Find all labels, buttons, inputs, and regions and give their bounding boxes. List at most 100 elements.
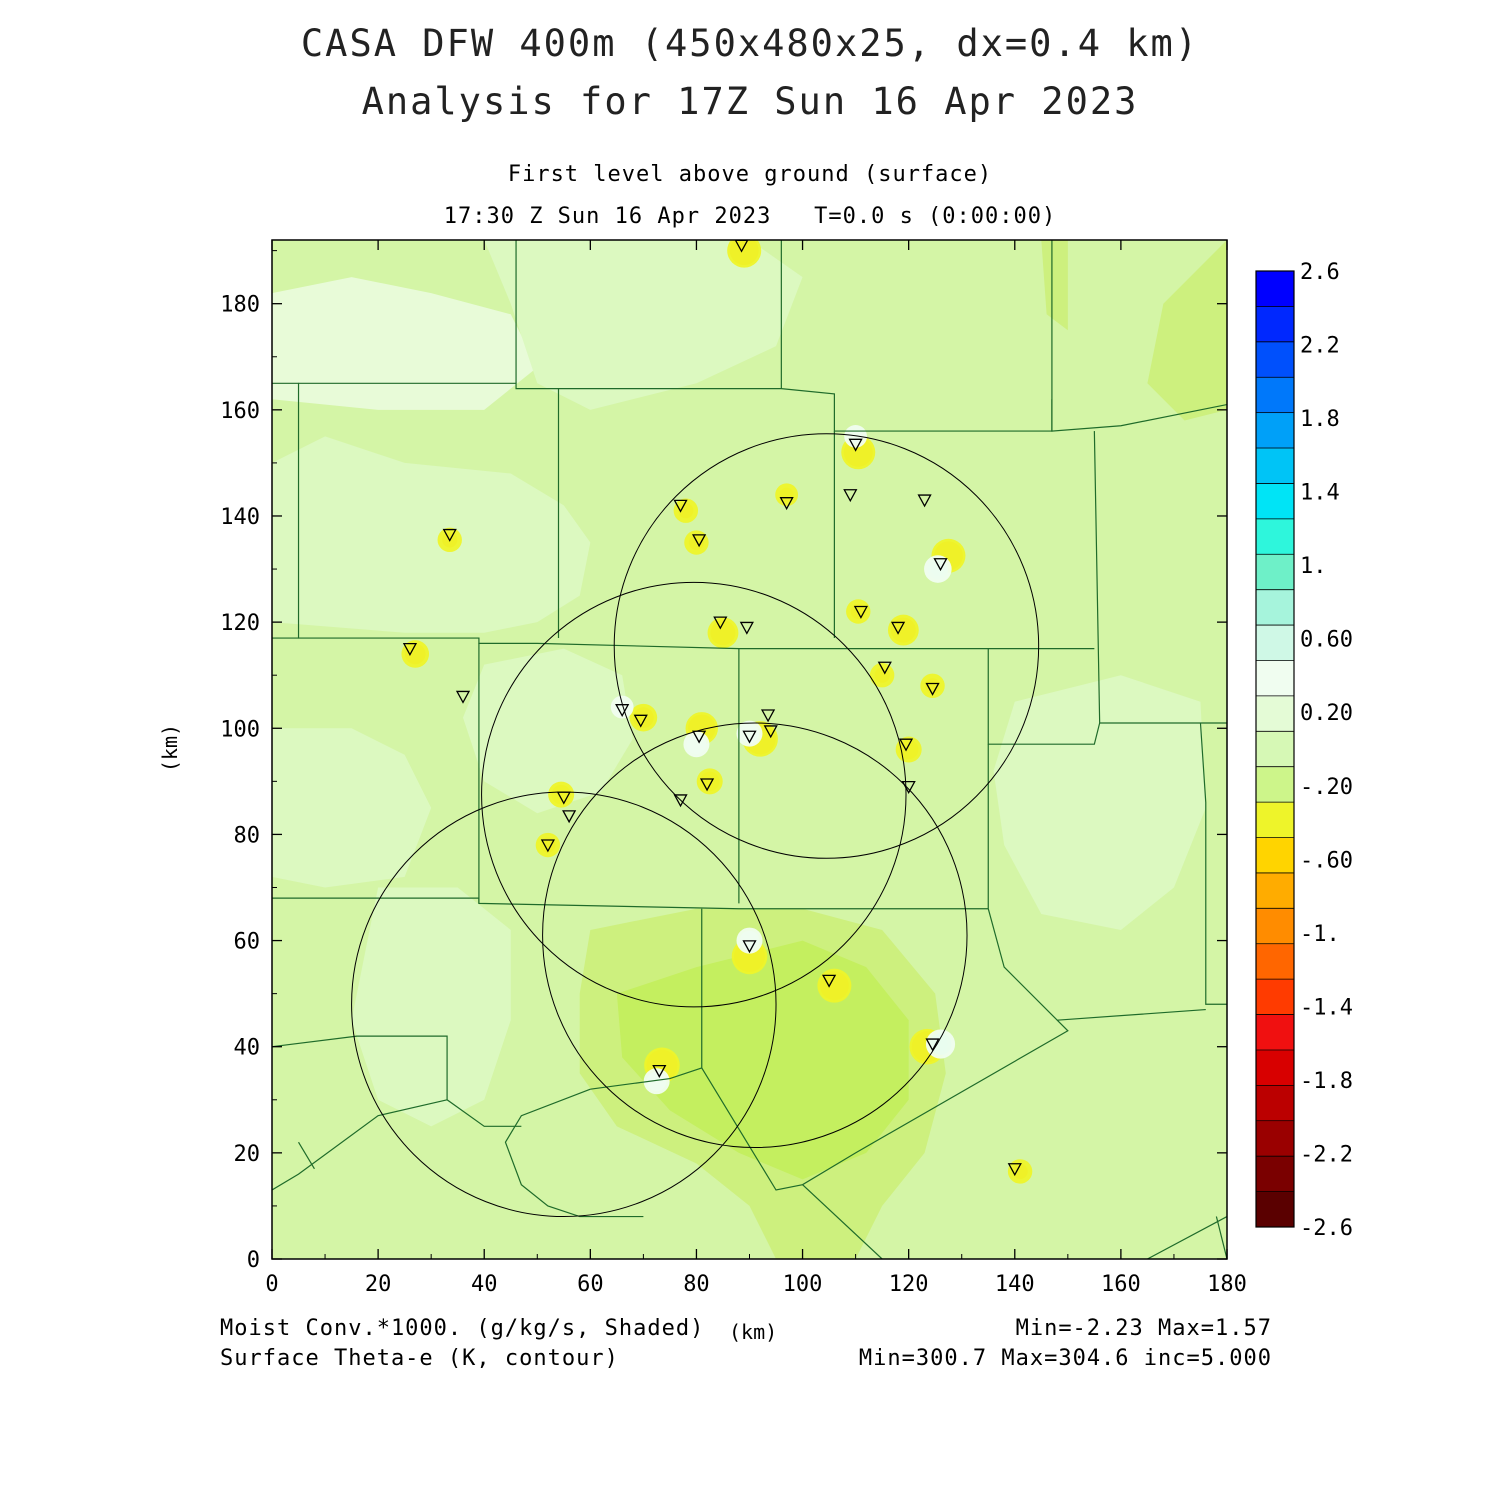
convergence-blob bbox=[548, 781, 575, 808]
x-tick-label: 140 bbox=[995, 1272, 1035, 1297]
colorbar-segment bbox=[1256, 766, 1294, 803]
station-marker bbox=[898, 738, 914, 752]
convergence-maxima bbox=[401, 240, 1033, 1184]
convergence-blob bbox=[535, 832, 561, 858]
colorbar-label: 1.4 bbox=[1300, 481, 1340, 506]
colorbar-segment bbox=[1256, 589, 1294, 626]
county-boundary bbox=[298, 1141, 315, 1170]
x-tick-label: 20 bbox=[365, 1272, 392, 1297]
y-tick-label: 60 bbox=[234, 930, 261, 955]
station-marker bbox=[673, 499, 688, 513]
station-marker bbox=[442, 528, 457, 542]
county-boundary bbox=[802, 1184, 883, 1259]
shaded-region bbox=[1147, 240, 1227, 421]
colorbar-segment bbox=[1256, 837, 1294, 874]
x-axis-label: (km) bbox=[729, 1320, 778, 1344]
colorbar-segment bbox=[1256, 554, 1294, 591]
station-marker bbox=[1007, 1163, 1022, 1177]
convergence-blob bbox=[869, 662, 895, 688]
colorbar-label: 2.2 bbox=[1300, 334, 1340, 359]
y-tick-label: 80 bbox=[234, 823, 261, 848]
county-boundary bbox=[504, 1088, 644, 1218]
y-tick-label: 40 bbox=[234, 1036, 261, 1061]
station-marker bbox=[562, 810, 577, 824]
x-tick-label: 60 bbox=[577, 1272, 604, 1297]
x-tick-label: 80 bbox=[683, 1272, 710, 1297]
convergence-blob bbox=[727, 240, 762, 268]
level-subtitle: First level above ground (surface) bbox=[507, 162, 993, 187]
county-boundary bbox=[701, 1019, 1069, 1191]
station-marker bbox=[673, 794, 688, 808]
station-marker bbox=[901, 781, 916, 795]
station-marker bbox=[890, 621, 906, 635]
shaded-region bbox=[993, 675, 1206, 930]
x-tick-label: 160 bbox=[1101, 1272, 1141, 1297]
county-boundary bbox=[298, 637, 1095, 650]
colorbar-label: -1.4 bbox=[1300, 995, 1353, 1020]
shaded-region bbox=[351, 887, 511, 1127]
radar-range-circle bbox=[481, 581, 907, 1008]
convergence-blob bbox=[401, 640, 430, 668]
county-boundary bbox=[1093, 431, 1227, 724]
colorbar-segment bbox=[1256, 943, 1294, 980]
contour-field-stats: Min=300.7 Max=304.6 inc=5.000 bbox=[858, 1346, 1272, 1371]
y-axis: 0 20 40 60 80 100 120 140 160 180 bbox=[220, 250, 1227, 1273]
y-tick-label: 140 bbox=[220, 505, 260, 530]
time-subtitle: 17:30 Z Sun 16 Apr 2023 T=0.0 s (0:00:00… bbox=[443, 204, 1057, 229]
colorbar-label: -.20 bbox=[1300, 775, 1353, 800]
x-tick-label: 0 bbox=[265, 1272, 278, 1297]
county-boundary bbox=[1051, 240, 1227, 432]
colorbar-segment bbox=[1256, 1085, 1294, 1122]
radar-range-circles bbox=[351, 433, 1040, 1218]
colorbar-segment bbox=[1256, 306, 1294, 343]
county-boundary bbox=[272, 897, 989, 910]
convergence-blob bbox=[895, 736, 922, 763]
colorbar-segment bbox=[1256, 908, 1294, 945]
colorbar-segment bbox=[1256, 448, 1294, 484]
colorbar-segment bbox=[1256, 377, 1294, 414]
colorbar-segment bbox=[1256, 341, 1294, 378]
colorbar-segment bbox=[1256, 802, 1294, 839]
radar-range-circle bbox=[613, 433, 1040, 859]
y-tick-label: 20 bbox=[234, 1142, 261, 1167]
station-marker bbox=[713, 616, 728, 630]
convergence-blob bbox=[844, 424, 868, 448]
x-axis: 0 20 40 60 80 100 120 140 160 180 bbox=[265, 240, 1247, 1297]
station-marker bbox=[742, 940, 757, 954]
county-boundary bbox=[1199, 722, 1227, 1005]
station-marker bbox=[556, 791, 571, 805]
plot-title-line2: Analysis for 17Z Sun 16 Apr 2023 bbox=[361, 80, 1139, 123]
colorbar-label: 2.6 bbox=[1300, 260, 1340, 285]
convergence-blob bbox=[696, 768, 723, 795]
station-marker bbox=[848, 438, 863, 452]
station-marker bbox=[692, 730, 707, 744]
station-marker bbox=[615, 704, 630, 718]
station-marker bbox=[843, 489, 858, 503]
x-tick-label: 180 bbox=[1207, 1272, 1247, 1297]
station-marker bbox=[742, 730, 757, 744]
convergence-blob bbox=[707, 617, 739, 649]
shaded-region bbox=[272, 436, 591, 633]
station-marker bbox=[853, 605, 869, 619]
shaded-region bbox=[463, 648, 633, 814]
colorbar-segment bbox=[1256, 483, 1294, 520]
shaded-region bbox=[1041, 240, 1068, 331]
colorbar-label: -2.6 bbox=[1300, 1216, 1353, 1241]
y-tick-label: 120 bbox=[220, 611, 260, 636]
shaded-region bbox=[484, 240, 803, 410]
station-marker bbox=[739, 621, 754, 635]
convergence-blob bbox=[683, 731, 710, 758]
convergence-blob bbox=[1007, 1159, 1033, 1184]
colorbar-segment bbox=[1256, 731, 1294, 768]
county-boundary bbox=[272, 382, 300, 639]
y-tick-label: 0 bbox=[247, 1248, 260, 1273]
county-boundaries bbox=[272, 240, 1227, 1259]
colorbar-segment bbox=[1256, 1014, 1294, 1051]
convergence-blob bbox=[629, 703, 658, 732]
y-tick-label: 100 bbox=[220, 717, 260, 742]
colorbar-segment bbox=[1256, 518, 1294, 555]
convergence-blob bbox=[817, 968, 852, 1003]
station-marker bbox=[925, 1038, 940, 1052]
station-marker bbox=[877, 661, 892, 675]
convergence-blob bbox=[610, 695, 634, 719]
